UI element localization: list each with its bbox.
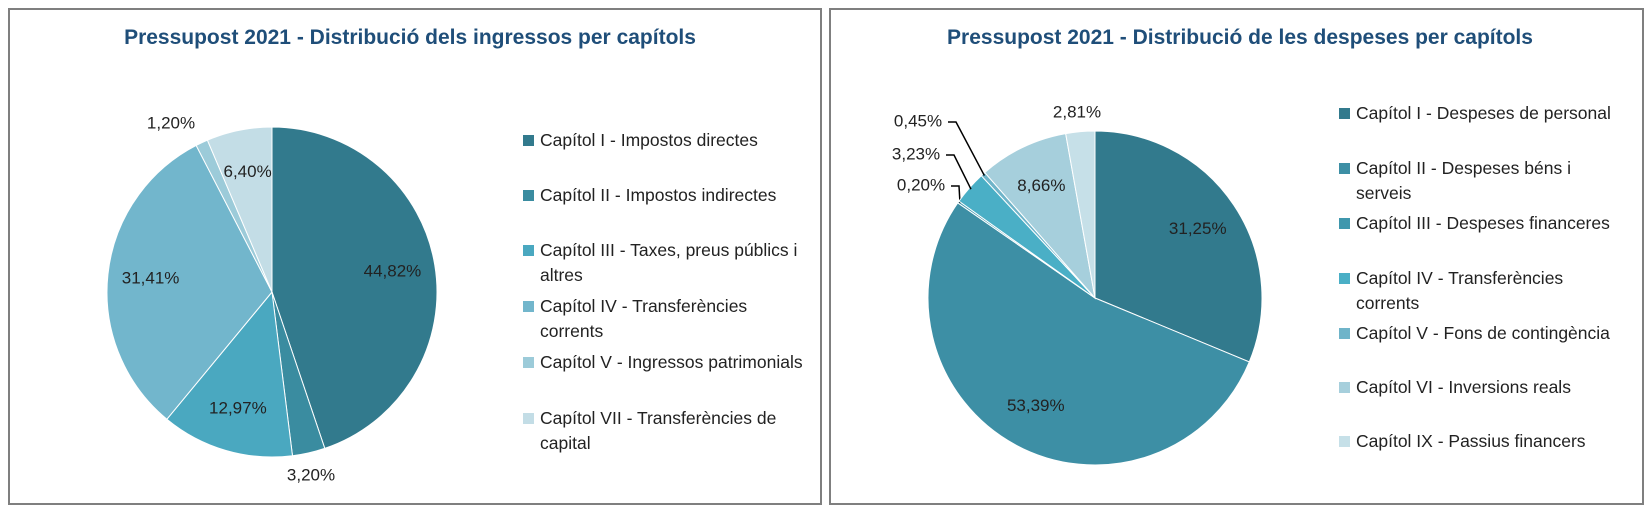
chart-title: Pressupost 2021 - Distribució de les des… xyxy=(947,26,1533,49)
legend-entry: Capítol I - Impostos directes xyxy=(523,128,815,153)
legend-label: Capítol I - Despeses de personal xyxy=(1356,103,1611,123)
chart-panel xyxy=(829,8,1644,505)
legend-swatch xyxy=(1339,382,1350,393)
legend-entry: Capítol VII - Transferències de capital xyxy=(523,406,815,456)
chart-title: Pressupost 2021 - Distribució dels ingre… xyxy=(124,26,696,49)
leader-line xyxy=(946,154,972,190)
legend-swatch xyxy=(523,357,534,368)
data-label: 31,25% xyxy=(1169,219,1227,238)
legend-swatch xyxy=(1339,436,1350,447)
data-label: 44,82% xyxy=(364,262,422,281)
legend-swatch xyxy=(1339,108,1350,119)
legend-entry: Capítol VI - Inversions reals xyxy=(1339,375,1631,400)
legend-swatch xyxy=(1339,273,1350,284)
pie-slice xyxy=(206,126,273,293)
data-label: 0,20% xyxy=(897,175,945,194)
data-label: 12,97% xyxy=(209,399,267,418)
legend-swatch xyxy=(523,413,534,424)
legend-swatch xyxy=(1339,328,1350,339)
data-label: 3,20% xyxy=(287,465,335,484)
legend-swatch xyxy=(1339,163,1350,174)
legend-entry: Capítol IV - Transferències corrents xyxy=(523,294,815,344)
legend-label: Capítol II - Despeses béns i serveis xyxy=(1356,158,1571,203)
legend-label: Capítol III - Taxes, preus públics i alt… xyxy=(540,240,798,285)
data-label: 31,41% xyxy=(122,269,180,288)
pie-slice xyxy=(271,126,438,449)
pie-slice xyxy=(1094,130,1263,363)
pie-slice xyxy=(166,290,294,458)
legend-label: Capítol V - Ingressos patrimonials xyxy=(540,352,803,372)
data-label: 8,66% xyxy=(1017,176,1065,195)
legend-entry: Capítol III - Despeses financeres xyxy=(1339,211,1631,236)
legend-label: Capítol IX - Passius financers xyxy=(1356,431,1586,451)
data-label: 0,45% xyxy=(894,111,942,130)
legend-entry: Capítol III - Taxes, preus públics i alt… xyxy=(523,238,815,288)
leader-line xyxy=(951,185,961,204)
legend-label: Capítol I - Impostos directes xyxy=(540,130,758,150)
legend-label: Capítol IV - Transferències corrents xyxy=(540,296,748,341)
legend-entry: Capítol V - Fons de contingència xyxy=(1339,321,1631,346)
data-label: 1,20% xyxy=(147,113,195,132)
legend-entry: Capítol II - Despeses béns i serveis xyxy=(1339,156,1631,206)
pie-slice xyxy=(1065,130,1096,299)
legend-label: Capítol VI - Inversions reals xyxy=(1356,377,1571,397)
data-label: 6,40% xyxy=(224,162,272,181)
legend-swatch xyxy=(523,190,534,201)
legend-label: Capítol VII - Transferències de capital xyxy=(540,408,777,453)
legend-entry: Capítol IX - Passius financers xyxy=(1339,429,1631,454)
data-label: 3,23% xyxy=(892,144,940,163)
data-label: 2,81% xyxy=(1053,102,1101,121)
legend-entry: Capítol V - Ingressos patrimonials xyxy=(523,350,815,375)
legend-entry: Capítol IV - Transferències corrents xyxy=(1339,266,1631,316)
legend-entry: Capítol I - Despeses de personal xyxy=(1339,101,1631,126)
legend-swatch xyxy=(523,245,534,256)
legend-label: Capítol II - Impostos indirectes xyxy=(540,185,777,205)
pie-slice xyxy=(984,133,1096,300)
pie-slice xyxy=(927,202,1250,466)
legend-swatch xyxy=(1339,218,1350,229)
pie-slice xyxy=(106,144,273,420)
data-label: 53,39% xyxy=(1007,396,1065,415)
leader-line xyxy=(948,121,986,176)
legend-swatch xyxy=(523,301,534,312)
legend-swatch xyxy=(523,135,534,146)
legend-label: Capítol IV - Transferències corrents xyxy=(1356,268,1564,313)
legend-label: Capítol V - Fons de contingència xyxy=(1356,323,1610,343)
chart-panel xyxy=(8,8,822,505)
legend-entry: Capítol II - Impostos indirectes xyxy=(523,183,815,208)
legend-label: Capítol III - Despeses financeres xyxy=(1356,213,1610,233)
